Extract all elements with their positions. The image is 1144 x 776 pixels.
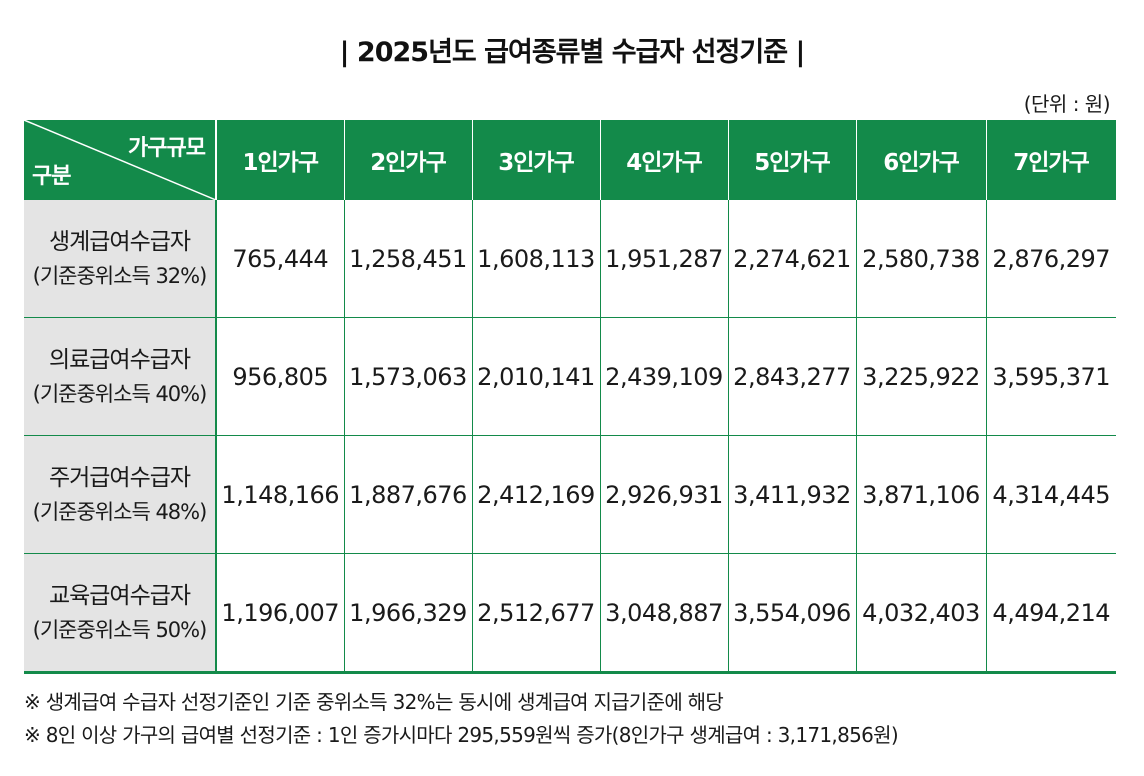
row-sublabel: (기준중위소득 32%) [32,263,208,288]
table-row: 교육급여수급자 (기준중위소득 50%) 1,196,007 1,966,329… [24,553,1116,674]
row-label: 의료급여수급자 [48,346,191,373]
table-cell: 2,412,169 [471,435,600,554]
table-header-row: 가구규모 구분 1인가구 2인가구 3인가구 4인가구 5인가구 6인가구 7인… [24,120,1117,200]
column-header: 7인가구 [985,120,1117,200]
table-cell: 4,494,214 [985,553,1116,674]
column-header: 2인가구 [343,120,473,200]
column-header: 4인가구 [599,120,729,200]
table-cell: 3,871,106 [855,435,986,554]
column-header: 5인가구 [727,120,857,200]
row-header-cell: 생계급여수급자 (기준중위소득 32%) [24,200,217,318]
table-cell: 4,032,403 [855,553,986,674]
table-cell: 1,887,676 [343,435,472,554]
footnote: ※ 생계급여 수급자 선정기준인 기준 중위소득 32%는 동시에 생계급여 지… [24,690,724,714]
corner-header-cell: 가구규모 구분 [24,120,217,200]
table-cell: 2,580,738 [855,200,986,318]
selection-criteria-table: 가구규모 구분 1인가구 2인가구 3인가구 4인가구 5인가구 6인가구 7인… [24,120,1117,674]
row-header-cell: 주거급여수급자 (기준중위소득 48%) [24,435,217,554]
column-header: 3인가구 [471,120,601,200]
page-title: | 2025년도 급여종류별 수급자 선정기준 | [339,37,806,68]
table-cell: 1,148,166 [215,435,344,554]
table-cell: 1,951,287 [599,200,728,318]
table-cell: 2,439,109 [599,317,728,436]
table-cell: 1,966,329 [343,553,472,674]
footnotes: ※ 생계급여 수급자 선정기준인 기준 중위소득 32%는 동시에 생계급여 지… [24,686,899,752]
table-cell: 1,258,451 [343,200,472,318]
row-label: 생계급여수급자 [48,228,191,255]
row-label: 주거급여수급자 [48,464,191,491]
table-row: 생계급여수급자 (기준중위소득 32%) 765,444 1,258,451 1… [24,200,1116,318]
table-cell: 2,274,621 [727,200,856,318]
table-cell: 2,010,141 [471,317,600,436]
table-cell: 4,314,445 [985,435,1116,554]
unit-label: (단위 : 원) [1023,92,1111,116]
table-cell: 3,595,371 [985,317,1116,436]
row-header-cell: 교육급여수급자 (기준중위소득 50%) [24,553,217,674]
table-row: 의료급여수급자 (기준중위소득 40%) 956,805 1,573,063 2… [24,317,1116,436]
table-cell: 956,805 [215,317,344,436]
footnote: ※ 8인 이상 가구의 급여별 선정기준 : 1인 증가시마다 295,559원… [24,723,899,747]
table-cell: 3,225,922 [855,317,986,436]
table-cell: 765,444 [215,200,344,318]
table-cell: 1,608,113 [471,200,600,318]
table-row: 주거급여수급자 (기준중위소득 48%) 1,148,166 1,887,676… [24,435,1116,554]
corner-category-label: 구분 [32,164,71,189]
table-cell: 3,048,887 [599,553,728,674]
column-header: 6인가구 [855,120,987,200]
table-cell: 2,843,277 [727,317,856,436]
row-sublabel: (기준중위소득 50%) [32,617,208,642]
row-header-cell: 의료급여수급자 (기준중위소득 40%) [24,317,217,436]
table-cell: 1,573,063 [343,317,472,436]
table-cell: 3,554,096 [727,553,856,674]
table-cell: 3,411,932 [727,435,856,554]
row-sublabel: (기준중위소득 48%) [32,499,208,524]
column-header: 1인가구 [215,120,345,200]
table-cell: 2,926,931 [599,435,728,554]
table-cell: 2,876,297 [985,200,1116,318]
row-label: 교육급여수급자 [48,582,191,609]
table-cell: 1,196,007 [215,553,344,674]
row-sublabel: (기준중위소득 40%) [32,381,208,406]
table-cell: 2,512,677 [471,553,600,674]
corner-household-size-label: 가구규모 [128,136,206,161]
diagonal-divider [24,120,216,200]
